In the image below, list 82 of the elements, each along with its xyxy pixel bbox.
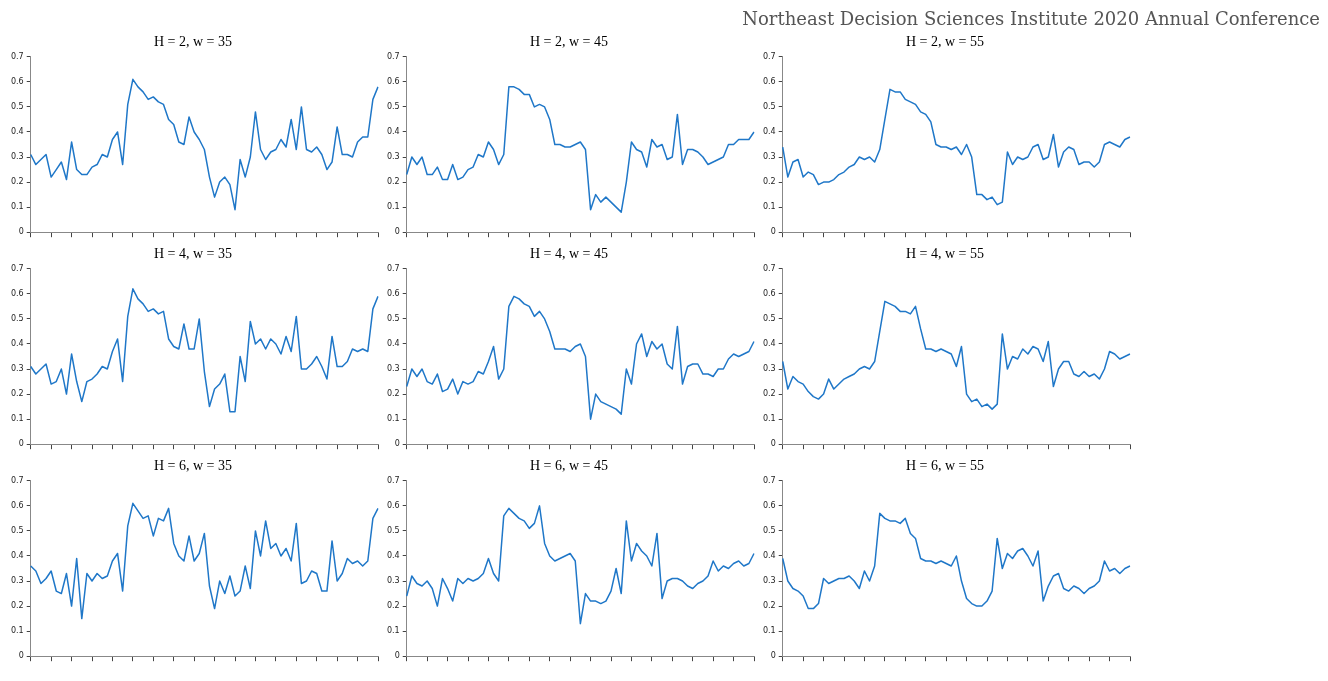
y-tick-label: 0.1: [762, 202, 776, 212]
y-tick-label: 0.6: [386, 288, 400, 298]
y-tick-label: 0.5: [386, 101, 400, 111]
y-tick-label: 0.1: [386, 414, 400, 424]
y-tick-label: 0.4: [386, 551, 400, 561]
y-tick-label: 0.2: [386, 389, 400, 399]
y-tick-label: 0.7: [10, 263, 24, 273]
y-tick-label: 0.5: [762, 525, 776, 535]
chart-title: H = 2, w = 45: [529, 34, 609, 50]
chart-title: H = 6, w = 35: [153, 458, 233, 474]
y-tick-label: 0: [770, 227, 776, 237]
y-tick-label: 0.5: [386, 313, 400, 323]
text: Northeast Decision Sciences Institute 2020 Annual Conference: [742, 8, 1320, 29]
y-tick-label: 0.5: [386, 525, 400, 535]
y-tick-label: 0.3: [762, 152, 776, 162]
y-tick-label: 0.7: [386, 51, 400, 61]
chart-title: H = 2, w = 55: [905, 34, 985, 50]
y-tick-label: 0: [394, 439, 400, 449]
y-tick-label: 0.7: [762, 51, 776, 61]
y-tick-label: 0.6: [10, 500, 24, 510]
y-tick-label: 0.6: [386, 76, 400, 86]
y-tick-label: 0: [18, 651, 24, 661]
y-tick-label: 0.4: [10, 551, 24, 561]
y-tick-label: 0.1: [10, 414, 24, 424]
y-tick-label: 0.5: [10, 101, 24, 111]
y-tick-label: 0.3: [386, 576, 400, 586]
y-tick-label: 0.7: [10, 51, 24, 61]
chart-title: H = 4, w = 35: [153, 246, 233, 262]
y-tick-label: 0.3: [10, 576, 24, 586]
y-tick-label: 0: [18, 439, 24, 449]
y-tick-label: 0.1: [10, 202, 24, 212]
y-tick-label: 0.6: [10, 76, 24, 86]
y-tick-label: 0.1: [386, 626, 400, 636]
y-tick-label: 0.2: [762, 389, 776, 399]
y-tick-label: 0.2: [762, 177, 776, 187]
y-tick-label: 0.7: [762, 475, 776, 485]
y-tick-label: 0: [770, 651, 776, 661]
y-tick-label: 0.6: [386, 500, 400, 510]
chart-title: H = 6, w = 55: [905, 458, 985, 474]
y-tick-label: 0.2: [386, 177, 400, 187]
chart-title: H = 6, w = 45: [529, 458, 609, 474]
y-tick-label: 0.7: [386, 263, 400, 273]
y-tick-label: 0.2: [10, 601, 24, 611]
y-tick-label: 0.6: [762, 76, 776, 86]
chart-title: H = 4, w = 55: [905, 246, 985, 262]
y-tick-label: 0.6: [762, 500, 776, 510]
y-tick-label: 0.5: [762, 313, 776, 323]
y-tick-label: 0: [18, 227, 24, 237]
y-tick-label: 0.5: [10, 313, 24, 323]
y-tick-label: 0.4: [386, 339, 400, 349]
y-tick-label: 0.2: [762, 601, 776, 611]
y-tick-label: 0.3: [10, 364, 24, 374]
y-tick-label: 0.7: [386, 475, 400, 485]
y-tick-label: 0.2: [386, 601, 400, 611]
y-tick-label: 0: [770, 439, 776, 449]
y-tick-label: 0.4: [386, 127, 400, 137]
y-tick-label: 0.6: [762, 288, 776, 298]
y-tick-label: 0.3: [386, 364, 400, 374]
y-tick-label: 0.3: [762, 364, 776, 374]
y-tick-label: 0.4: [762, 339, 776, 349]
y-tick-label: 0.6: [10, 288, 24, 298]
y-tick-label: 0.3: [762, 576, 776, 586]
y-tick-label: 0.4: [762, 551, 776, 561]
y-tick-label: 0: [394, 651, 400, 661]
y-tick-label: 0.5: [10, 525, 24, 535]
y-tick-label: 0.5: [762, 101, 776, 111]
y-tick-label: 0.2: [10, 177, 24, 187]
chart-title: H = 4, w = 45: [529, 246, 609, 262]
y-tick-label: 0.3: [10, 152, 24, 162]
y-tick-label: 0.1: [10, 626, 24, 636]
y-tick-label: 0.4: [10, 127, 24, 137]
y-tick-label: 0.1: [762, 414, 776, 424]
chart-title: H = 2, w = 35: [153, 34, 233, 50]
y-tick-label: 0: [394, 227, 400, 237]
y-tick-label: 0.4: [762, 127, 776, 137]
y-tick-label: 0.3: [386, 152, 400, 162]
y-tick-label: 0.1: [386, 202, 400, 212]
y-tick-label: 0.1: [762, 626, 776, 636]
y-tick-label: 0.7: [762, 263, 776, 273]
y-tick-label: 0.4: [10, 339, 24, 349]
y-tick-label: 0.7: [10, 475, 24, 485]
y-tick-label: 0.2: [10, 389, 24, 399]
